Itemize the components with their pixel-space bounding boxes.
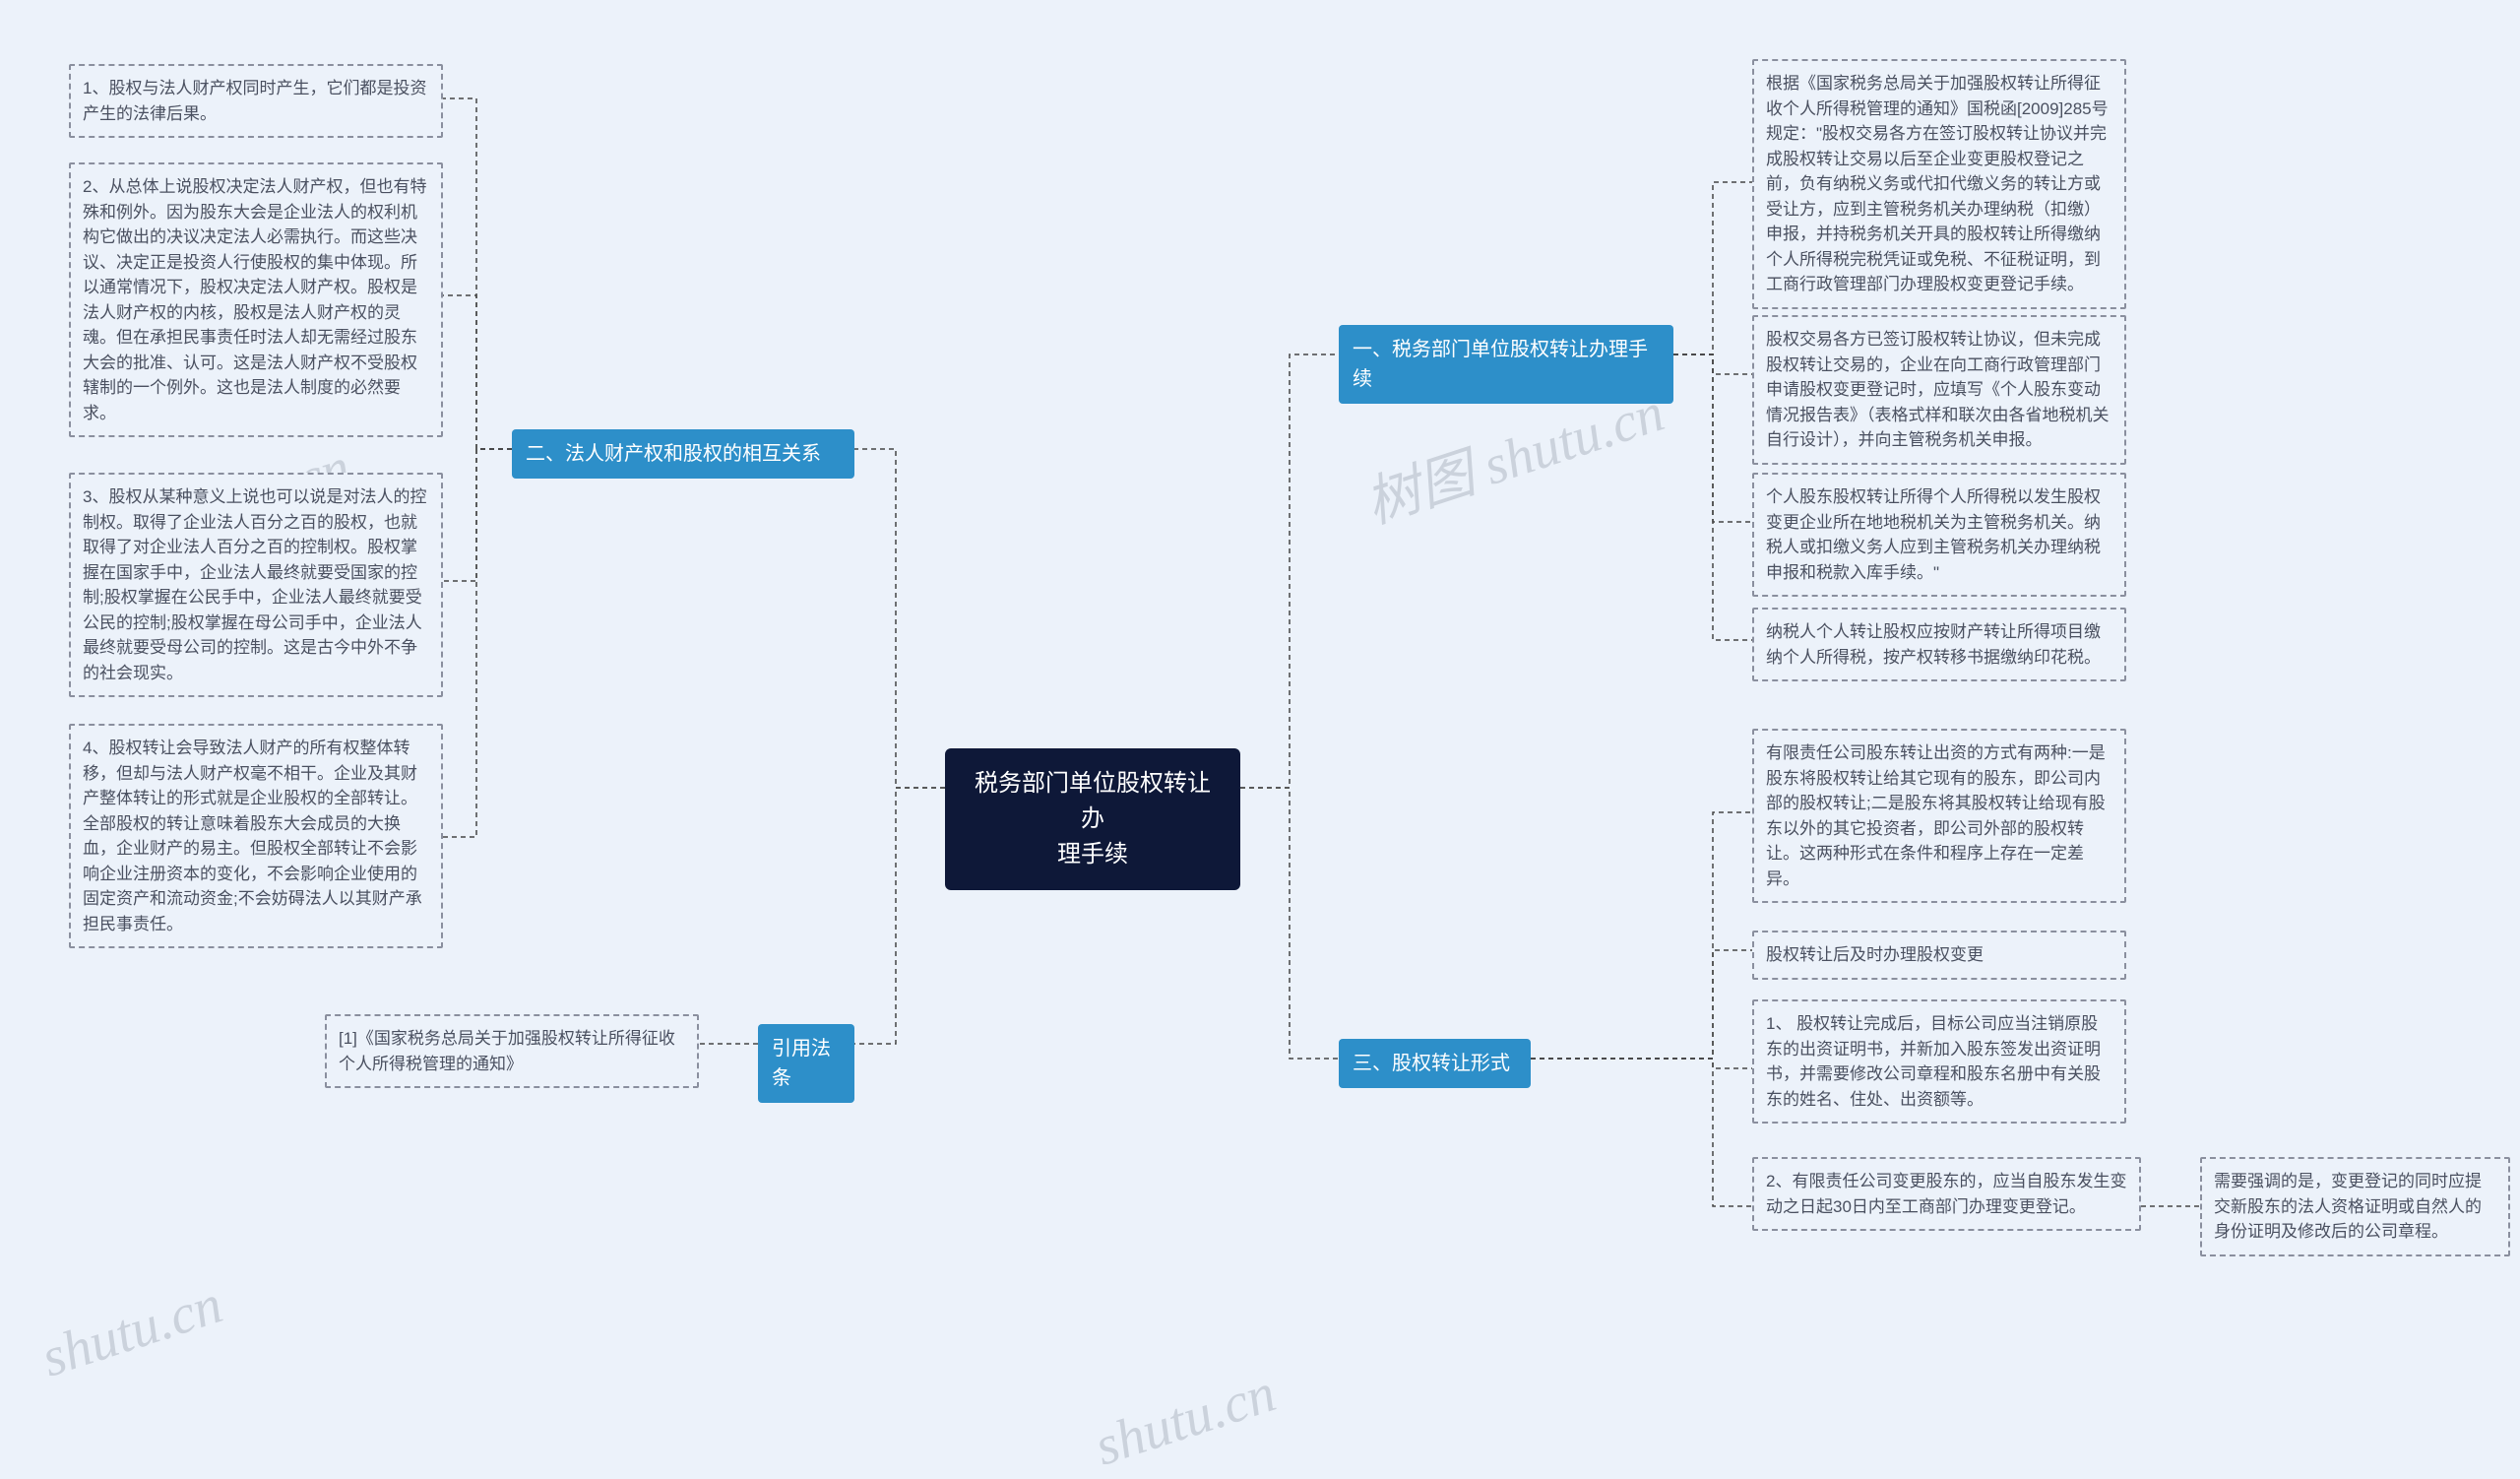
watermark: shutu.cn xyxy=(1088,1361,1284,1478)
leaf-node: 股权转让后及时办理股权变更 xyxy=(1752,931,2126,980)
branch-node-3: 三、股权转让形式 xyxy=(1339,1039,1531,1088)
branch-node-2: 二、法人财产权和股权的相互关系 xyxy=(512,429,854,479)
leaf-node: 有限责任公司股东转让出资的方式有两种:一是股东将股权转让给其它现有的股东，即公司… xyxy=(1752,729,2126,903)
leaf-node: 2、从总体上说股权决定法人财产权，但也有特殊和例外。因为股东大会是企业法人的权利… xyxy=(69,162,443,437)
root-node: 税务部门单位股权转让办 理手续 xyxy=(945,748,1240,890)
leaf-node: 需要强调的是，变更登记的同时应提交新股东的法人资格证明或自然人的身份证明及修改后… xyxy=(2200,1157,2510,1256)
branch-node-4: 引用法条 xyxy=(758,1024,854,1103)
leaf-node: 个人股东股权转让所得个人所得税以发生股权变更企业所在地地税机关为主管税务机关。纳… xyxy=(1752,473,2126,597)
leaf-node: 4、股权转让会导致法人财产的所有权整体转移，但却与法人财产权毫不相干。企业及其财… xyxy=(69,724,443,948)
leaf-node: 1、股权与法人财产权同时产生，它们都是投资产生的法律后果。 xyxy=(69,64,443,138)
branch-node-1: 一、税务部门单位股权转让办理手 续 xyxy=(1339,325,1673,404)
leaf-node: 1、 股权转让完成后，目标公司应当注销原股东的出资证明书，并新加入股东签发出资证… xyxy=(1752,999,2126,1124)
leaf-node: 3、股权从某种意义上说也可以说是对法人的控制权。取得了企业法人百分之百的股权，也… xyxy=(69,473,443,697)
leaf-node: [1]《国家税务总局关于加强股权转让所得征收个人所得税管理的通知》 xyxy=(325,1014,699,1088)
watermark: shutu.cn xyxy=(34,1272,230,1389)
leaf-node: 根据《国家税务总局关于加强股权转让所得征收个人所得税管理的通知》国税函[2009… xyxy=(1752,59,2126,309)
leaf-node: 纳税人个人转让股权应按财产转让所得项目缴纳个人所得税，按产权转移书据缴纳印花税。 xyxy=(1752,608,2126,681)
leaf-node: 股权交易各方已签订股权转让协议，但未完成股权转让交易的，企业在向工商行政管理部门… xyxy=(1752,315,2126,465)
leaf-node: 2、有限责任公司变更股东的，应当自股东发生变动之日起30日内至工商部门办理变更登… xyxy=(1752,1157,2141,1231)
mindmap-canvas: shutu.cn 树图 shutu.cn shutu.cn shutu.cn 税… xyxy=(0,0,2520,1409)
